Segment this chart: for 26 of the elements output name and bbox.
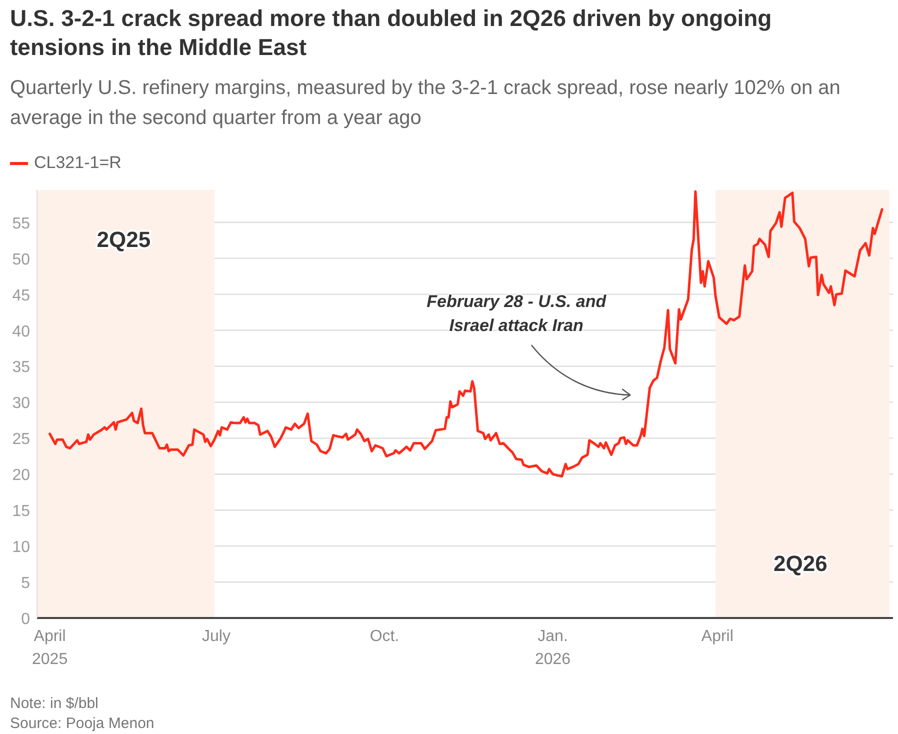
y-tick-label: 0 [21, 611, 30, 628]
y-tick-label: 45 [12, 287, 30, 304]
y-tick-label: 15 [12, 503, 30, 520]
y-tick-label: 25 [12, 431, 30, 448]
x-tick-label: July [202, 628, 230, 645]
y-tick-label: 55 [12, 215, 30, 232]
y-tick-label: 20 [12, 467, 30, 484]
chart-subtitle: Quarterly U.S. refinery margins, measured by the 3-2-1 crack spread, rose nearly 102% on an average in the second quarter from a year ago [10, 76, 842, 131]
legend-label: CL321-1=R [34, 153, 122, 173]
x-tick-label: April [701, 628, 734, 645]
x-tick-label: Oct. [370, 628, 400, 645]
y-tick-label: 50 [12, 251, 30, 268]
x-tick-label: Jan. 2026 [535, 628, 571, 668]
text: Note: in $/bbl [10, 694, 98, 713]
y-tick-label: 10 [12, 539, 30, 556]
y-tick-label: 35 [12, 359, 30, 376]
annotation: February 28 - U.S. and Israel attack Iran [426, 291, 608, 337]
line-series [48, 190, 884, 478]
y-tick-label: 5 [21, 575, 30, 592]
band-label: 2Q26 [774, 551, 828, 576]
y-tick-label: 40 [12, 323, 30, 340]
chart-title: U.S. 3-2-1 crack spread more than doubled in 2Q26 driven by ongoing tensions in the Middle East [10, 4, 773, 62]
y-tick-label: 30 [12, 395, 30, 412]
source-note: Source: Pooja Menon [10, 714, 154, 733]
x-tick-label: April 2025 [32, 628, 68, 668]
band-label: 2Q25 [96, 227, 151, 252]
